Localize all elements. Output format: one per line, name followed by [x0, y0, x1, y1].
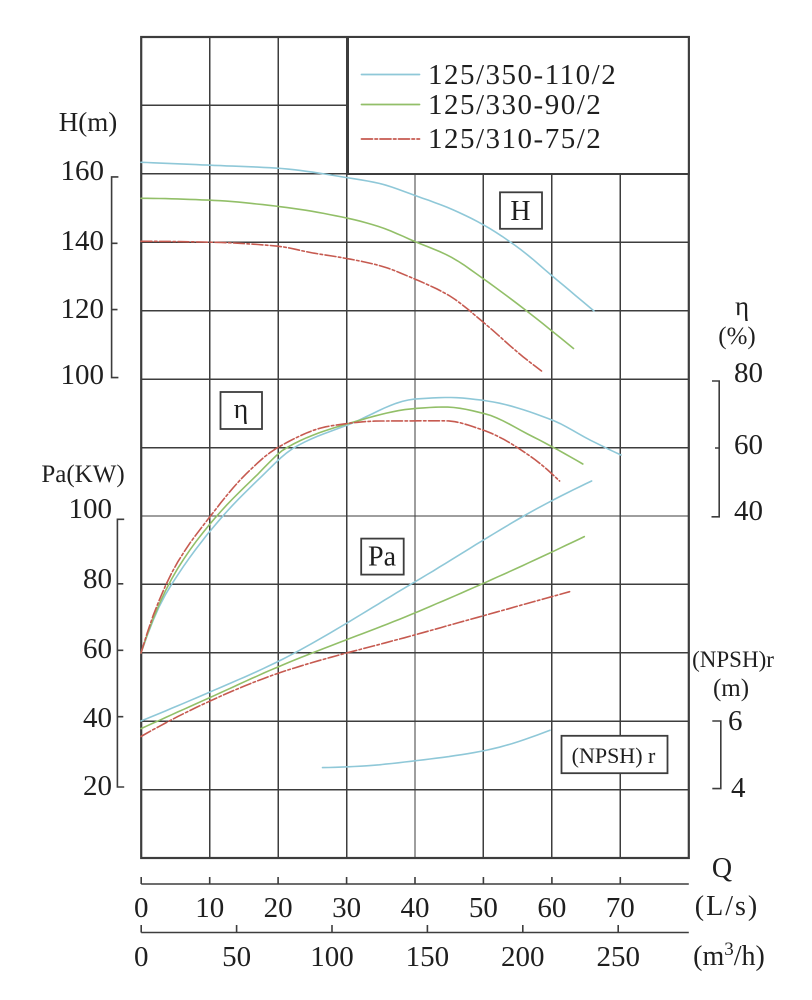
svg-text:250: 250	[596, 941, 640, 973]
svg-text:Pa(KW): Pa(KW)	[41, 461, 124, 488]
svg-text:H: H	[510, 196, 530, 227]
svg-text:100: 100	[310, 941, 354, 973]
svg-text:Pa: Pa	[368, 542, 397, 573]
svg-text:40: 40	[734, 495, 763, 527]
svg-text:(NPSH)r: (NPSH)r	[692, 647, 774, 672]
svg-text:160: 160	[61, 155, 105, 187]
svg-text:η: η	[234, 394, 249, 425]
svg-text:40: 40	[401, 892, 430, 924]
svg-text:150: 150	[406, 941, 450, 973]
svg-text:125/350-110/2: 125/350-110/2	[428, 59, 617, 91]
svg-text:H(m): H(m)	[59, 107, 117, 137]
svg-text:(NPSH) r: (NPSH) r	[572, 743, 656, 768]
svg-text:70: 70	[606, 892, 635, 924]
svg-text:0: 0	[134, 892, 149, 924]
svg-text:140: 140	[61, 225, 105, 257]
svg-text:(%): (%)	[718, 323, 755, 350]
svg-text:125/310-75/2: 125/310-75/2	[428, 123, 602, 155]
svg-text:η: η	[735, 291, 749, 321]
svg-text:4: 4	[731, 772, 746, 804]
svg-text:(L/s): (L/s)	[695, 891, 759, 922]
svg-text:80: 80	[734, 357, 763, 389]
svg-text:40: 40	[83, 702, 112, 734]
svg-text:6: 6	[728, 705, 743, 737]
svg-text:Q: Q	[712, 853, 732, 884]
svg-text:10: 10	[195, 892, 224, 924]
svg-text:60: 60	[83, 633, 112, 665]
svg-text:200: 200	[501, 941, 545, 973]
svg-text:60: 60	[734, 429, 763, 461]
svg-text:120: 120	[61, 293, 105, 325]
svg-text:60: 60	[537, 892, 566, 924]
svg-text:80: 80	[83, 563, 112, 595]
svg-text:30: 30	[332, 892, 361, 924]
svg-text:20: 20	[83, 770, 112, 802]
svg-text:50: 50	[222, 941, 251, 973]
svg-text:20: 20	[264, 892, 293, 924]
svg-text:100: 100	[69, 493, 113, 525]
svg-text:125/330-90/2: 125/330-90/2	[428, 89, 602, 121]
svg-text:100: 100	[61, 359, 105, 391]
svg-text:(m): (m)	[713, 675, 749, 702]
svg-text:0: 0	[134, 941, 149, 973]
svg-text:50: 50	[469, 892, 498, 924]
svg-text:(m3/h): (m3/h)	[693, 939, 765, 972]
